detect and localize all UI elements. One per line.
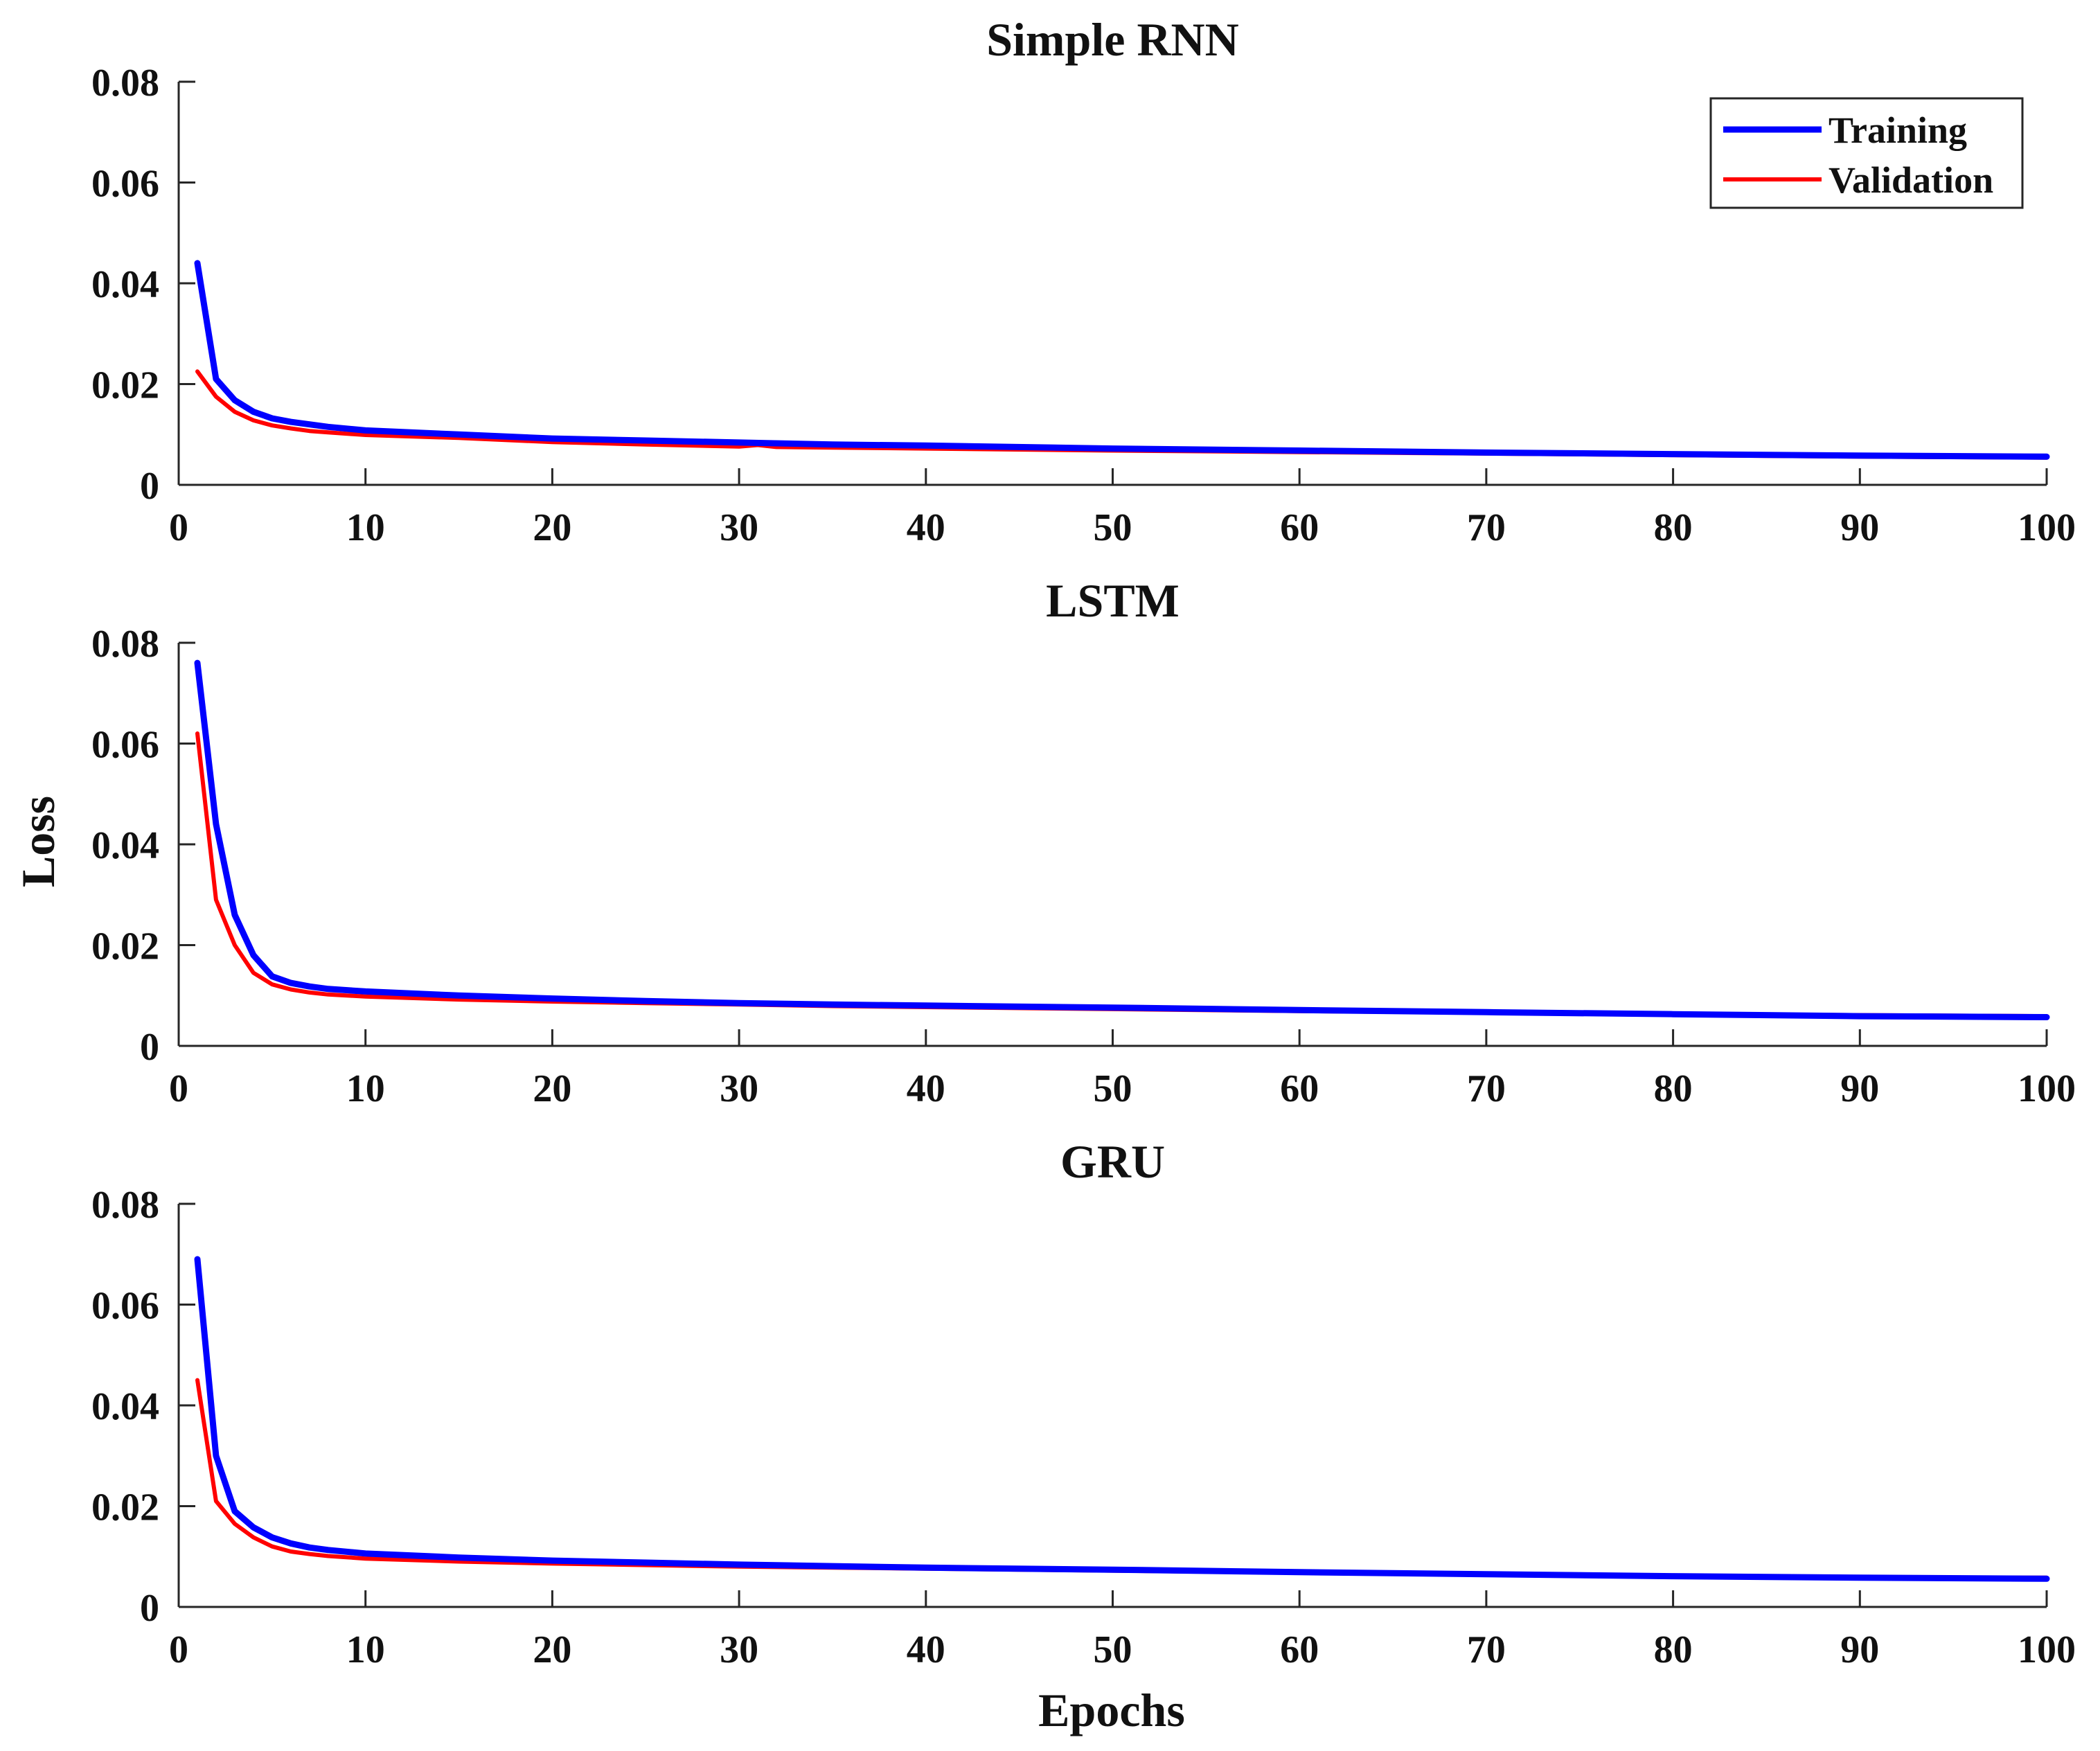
gru-title: GRU — [1060, 1135, 1165, 1188]
simple-rnn-y-tick-label: 0 — [140, 465, 159, 508]
gru-subplot: GRU 0 0.02 0.04 0.06 0.08 0 10 20 30 40 50 60 70 80 90 1… — [91, 1135, 2076, 1671]
lstm-x-tick-label: 100 — [2018, 1067, 2076, 1110]
legend-box — [1709, 97, 2024, 209]
lstm-y-tick-label: 0.08 — [91, 623, 159, 666]
gru-y-tick-label: 0.06 — [91, 1285, 159, 1328]
simple-rnn-y-tick-label: 0.06 — [91, 163, 159, 206]
simple-rnn-x-tick-label: 40 — [907, 506, 945, 549]
lstm-x-tick-label: 20 — [533, 1067, 571, 1110]
simple-rnn-x-tick-label: 50 — [1094, 506, 1132, 549]
gru-training-line — [194, 1256, 2050, 1582]
gru-x-tick-label: 10 — [346, 1628, 385, 1671]
gru-x-tick-label: 90 — [1840, 1628, 1879, 1671]
gru-x-tick-label: 40 — [907, 1628, 945, 1671]
gru-x-tick-label: 0 — [169, 1628, 188, 1671]
gru-x-tick-label: 30 — [720, 1628, 758, 1671]
simple-rnn-x-tick-label: 0 — [169, 506, 188, 549]
simple-rnn-training-line — [194, 260, 2050, 460]
gru-x-tick-label: 50 — [1094, 1628, 1132, 1671]
gru-y-tick-label: 0.02 — [91, 1486, 159, 1529]
lstm-x-tick-label: 60 — [1280, 1067, 1319, 1110]
y-axis-label: Loss — [12, 796, 64, 887]
simple-rnn-x-tick-label: 30 — [720, 506, 758, 549]
lstm-y-tick-label: 0.04 — [91, 824, 159, 867]
lstm-y-tick-label: 0 — [140, 1026, 159, 1069]
lstm-x-tick-label: 30 — [720, 1067, 758, 1110]
simple-rnn-y-tick-label: 0.08 — [91, 62, 159, 105]
x-axis-label: Epochs — [1038, 1684, 1185, 1736]
lstm-y-tick-label: 0.06 — [91, 724, 159, 767]
gru-x-tick-label: 70 — [1467, 1628, 1506, 1671]
simple-rnn-x-tick-label: 90 — [1840, 506, 1879, 549]
simple-rnn-x-tick-label: 10 — [346, 506, 385, 549]
gru-x-tick-label: 100 — [2018, 1628, 2076, 1671]
gru-x-tick-label: 60 — [1280, 1628, 1319, 1671]
lstm-x-tick-label: 70 — [1467, 1067, 1506, 1110]
simple-rnn-x-tick-label: 20 — [533, 506, 571, 549]
simple-rnn-x-tick-label: 100 — [2018, 506, 2076, 549]
legend-label-validation: Validation — [1828, 159, 1993, 201]
lstm-training-line — [194, 659, 2050, 1020]
simple-rnn-title: Simple RNN — [986, 13, 1239, 66]
gru-y-tick-label: 0.04 — [91, 1385, 159, 1428]
lstm-subplot: LSTM 0 0.02 0.04 0.06 0.08 0 10 20 30 40 50 60 70 80 90… — [91, 574, 2076, 1110]
simple-rnn-subplot: Simple RNN 0 0.02 0.04 0.06 0.08 0 10 20 30 40 50 60… — [91, 13, 2076, 549]
simple-rnn-y-tick-label: 0.04 — [91, 263, 159, 306]
gru-x-tick-label: 80 — [1654, 1628, 1693, 1671]
legend-label-training: Training — [1828, 109, 1967, 151]
gru-y-tick-label: 0 — [140, 1587, 159, 1630]
lstm-title: LSTM — [1046, 574, 1180, 627]
simple-rnn-y-tick-label: 0.02 — [91, 364, 159, 407]
lstm-x-tick-label: 50 — [1094, 1067, 1132, 1110]
lstm-x-tick-label: 80 — [1654, 1067, 1693, 1110]
simple-rnn-x-tick-label: 60 — [1280, 506, 1319, 549]
legend: Training Validation — [1709, 97, 2024, 209]
simple-rnn-x-tick-label: 80 — [1654, 506, 1693, 549]
lstm-y-tick-label: 0.02 — [91, 925, 159, 968]
simple-rnn-x-tick-label: 70 — [1467, 506, 1506, 549]
lstm-x-tick-label: 90 — [1840, 1067, 1879, 1110]
gru-y-tick-label: 0.08 — [91, 1184, 159, 1227]
lstm-x-tick-label: 0 — [169, 1067, 188, 1110]
gru-x-tick-label: 20 — [533, 1628, 571, 1671]
lstm-x-tick-label: 40 — [907, 1067, 945, 1110]
lstm-x-tick-label: 10 — [346, 1067, 385, 1110]
